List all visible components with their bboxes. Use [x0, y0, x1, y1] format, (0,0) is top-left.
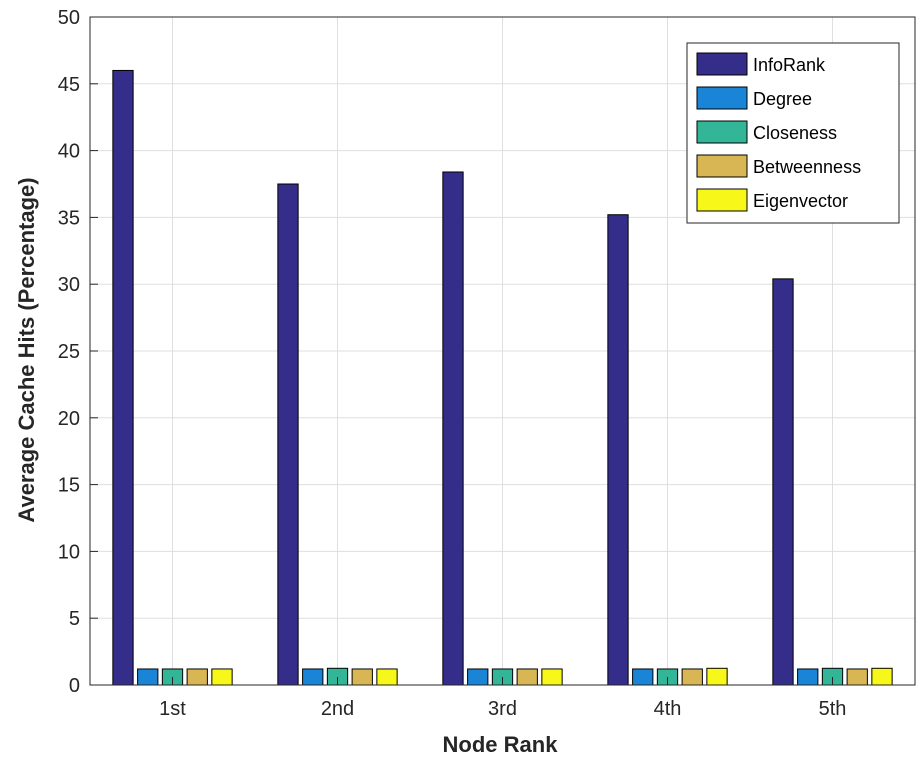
bar-betweenness-5th: [846, 668, 868, 686]
y-tick-label: 5: [69, 608, 80, 630]
x-tick-label: 2nd: [321, 698, 354, 720]
bar-eigenvector-5th: [871, 667, 893, 686]
bar-degree-1st: [137, 668, 159, 686]
bar-degree-2nd: [302, 668, 324, 686]
y-tick-label: 20: [58, 408, 80, 430]
axes-box: [89, 16, 916, 686]
y-tick-label: 25: [58, 341, 80, 363]
bar-betweenness-3rd: [516, 668, 538, 686]
y-tick-label: 15: [58, 475, 80, 497]
legend-label-degree: Degree: [753, 89, 812, 109]
x-tick-label: 4th: [654, 698, 682, 720]
bar-betweenness-1st: [186, 668, 208, 686]
bar-inforank-2nd: [277, 183, 299, 686]
legend-swatch-inforank: [696, 52, 748, 76]
y-tick-label: 10: [58, 541, 80, 563]
y-tick-label: 50: [58, 7, 80, 29]
bar-inforank-1st: [112, 69, 134, 686]
bar-eigenvector-4th: [706, 667, 728, 686]
legend-label-eigenvector: Eigenvector: [753, 191, 848, 211]
y-tick-label: 0: [69, 675, 80, 697]
y-tick-label: 45: [58, 74, 80, 96]
y-tick-label: 35: [58, 207, 80, 229]
bar-degree-3rd: [467, 668, 489, 686]
bar-inforank-5th: [772, 278, 794, 686]
x-tick-label: 3rd: [488, 698, 517, 720]
bar-eigenvector-2nd: [376, 668, 398, 686]
bar-betweenness-4th: [681, 668, 703, 686]
legend-label-betweenness: Betweenness: [753, 157, 861, 177]
bar-degree-4th: [632, 668, 654, 686]
x-tick-label: 5th: [819, 698, 847, 720]
legend-label-closeness: Closeness: [753, 123, 837, 143]
y-tick-label: 30: [58, 274, 80, 296]
bar-degree-5th: [797, 668, 819, 686]
legend-swatch-degree: [696, 86, 748, 110]
x-tick-label: 1st: [159, 698, 186, 720]
bar-eigenvector-1st: [211, 668, 233, 686]
legend-swatch-eigenvector: [696, 188, 748, 212]
bar-inforank-4th: [607, 214, 629, 686]
legend-swatch-closeness: [696, 120, 748, 144]
bar-eigenvector-3rd: [541, 668, 563, 686]
tick-labels: 0 5 10 15 20 25 30 35 40 45 50 1st 2nd 3rd 4th 5th: [58, 7, 847, 720]
legend-swatch-betweenness: [696, 154, 748, 178]
legend-label-inforank: InfoRank: [753, 55, 826, 75]
y-axis-label: Average Cache Hits (Percentage): [14, 177, 39, 522]
bar-betweenness-2nd: [351, 668, 373, 686]
axes: [89, 16, 916, 686]
bar-inforank-3rd: [442, 171, 464, 686]
legend: InfoRank Degree Closeness Betweenness Eigenv…: [686, 42, 900, 224]
x-axis-label: Node Rank: [443, 732, 559, 757]
bars: [112, 69, 893, 686]
y-tick-label: 40: [58, 141, 80, 163]
